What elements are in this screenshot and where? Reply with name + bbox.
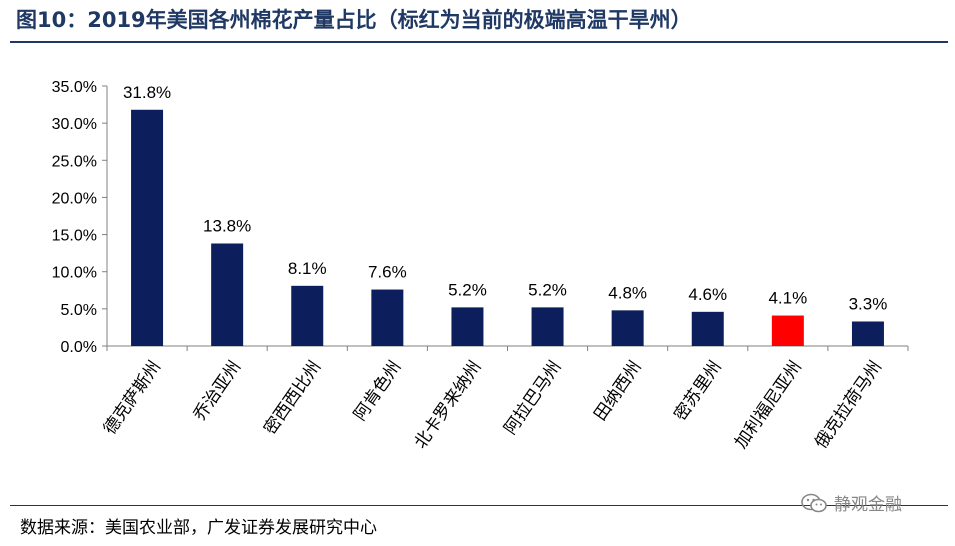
category-label: 田纳西州 — [590, 357, 645, 424]
data-label: 8.1% — [288, 259, 327, 278]
bar — [851, 321, 884, 346]
data-label: 4.8% — [608, 283, 647, 302]
y-tick-label: 25.0% — [52, 153, 97, 170]
y-tick-label: 35.0% — [52, 79, 97, 96]
category-label: 北卡罗来纳州 — [411, 357, 486, 452]
data-labels: 31.8% 13.8% 8.1% 7.6% 5.2% 5.2% 4.8% 4.6% 4.1% 3.… — [123, 83, 887, 314]
category-label: 加利福尼亚州 — [731, 357, 806, 452]
source-note: 数据来源：美国农业部，广发证券发展研究中心 — [20, 518, 377, 538]
category-label: 阿拉巴马州 — [501, 357, 566, 438]
category-label: 德克萨斯州 — [100, 357, 165, 438]
y-tick-label: 0.0% — [61, 339, 97, 356]
category-label: 乔治亚州 — [190, 357, 245, 424]
category-label: 俄克拉荷马州 — [811, 357, 886, 452]
bar — [531, 307, 564, 346]
y-tick-label: 15.0% — [52, 228, 97, 245]
watermark-text: 静观金融 — [834, 495, 902, 515]
data-label: 3.3% — [849, 294, 888, 313]
bars — [131, 109, 884, 347]
category-labels: 德克萨斯州 乔治亚州 密西西比州 阿肯色州 北卡罗来纳州 阿拉巴马州 田纳西州 密苏里州 加利福… — [100, 357, 886, 452]
bar — [771, 315, 804, 346]
bar — [131, 109, 164, 347]
data-label: 5.2% — [528, 280, 567, 299]
data-label: 13.8% — [203, 216, 251, 235]
y-axis: 0.0% 5.0% 10.0% 15.0% 20.0% 25.0% 30.0% 35.0% — [52, 79, 108, 356]
bar — [691, 311, 724, 346]
x-axis — [106, 345, 909, 351]
bar — [611, 310, 644, 346]
title-rule — [10, 41, 948, 43]
wechat-icon — [801, 493, 827, 512]
bar — [211, 243, 244, 346]
category-label: 密苏里州 — [670, 357, 725, 424]
figure-title: 图10：2019年美国各州棉花产量占比（标红为当前的极端高温干旱州） — [16, 8, 692, 32]
category-label: 阿肯色州 — [350, 357, 405, 424]
data-label: 5.2% — [448, 280, 487, 299]
bar — [451, 307, 484, 346]
watermark: 静观金融 — [800, 490, 902, 515]
y-tick-label: 5.0% — [61, 302, 97, 319]
y-tick-label: 30.0% — [52, 116, 97, 133]
y-tick-label: 20.0% — [52, 190, 97, 207]
y-tick-label: 10.0% — [52, 265, 97, 282]
bar — [291, 285, 324, 346]
data-label: 7.6% — [368, 263, 407, 282]
bar — [371, 289, 404, 346]
data-label: 4.6% — [688, 285, 727, 304]
data-label: 31.8% — [123, 83, 171, 102]
category-label: 密西西比州 — [260, 357, 325, 438]
data-label: 4.1% — [768, 289, 807, 308]
footer-rule — [10, 505, 948, 506]
